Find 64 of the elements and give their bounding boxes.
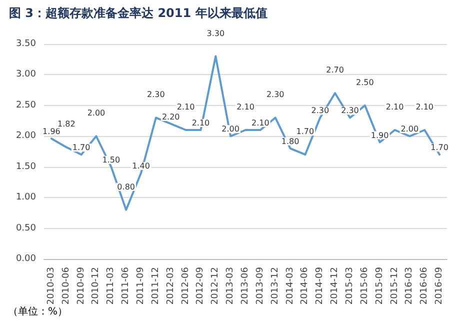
x-tick-label: 2015-03 — [344, 267, 355, 305]
y-tick-label: 0.00 — [16, 254, 36, 264]
y-tick-label: 0.50 — [16, 223, 36, 234]
data-label: 2.30 — [147, 90, 165, 100]
data-label: 2.10 — [416, 102, 434, 112]
x-tick-label: 2012-09 — [196, 266, 206, 305]
y-tick-label: 3.50 — [16, 39, 36, 49]
data-label: 2.70 — [326, 66, 344, 75]
data-label: 2.10 — [176, 102, 195, 112]
data-label: 1.40 — [132, 162, 150, 170]
x-tick-label: 2014-03 — [285, 267, 296, 305]
data-label: 2.30 — [341, 106, 359, 116]
data-label: 1.50 — [102, 155, 120, 164]
data-label: 0.80 — [117, 182, 135, 192]
x-tick-label: 2012-03 — [166, 267, 176, 305]
x-tick-label: 2015-09 — [374, 266, 385, 305]
x-tick-label: 2010-03 — [46, 267, 56, 305]
data-label: 1.80 — [281, 136, 300, 146]
data-label: 1.90 — [370, 130, 389, 140]
data-label: 1.70 — [430, 143, 448, 152]
data-label: 1.96 — [42, 127, 60, 136]
x-tick-label: 2011-03 — [106, 267, 116, 305]
x-tick-label: 2014-09 — [315, 266, 326, 305]
x-tick-label: 2010-06 — [61, 266, 72, 305]
x-tick-label: 2013-03 — [226, 267, 236, 305]
x-tick-label: 2015-12 — [390, 267, 400, 305]
x-tick-label: 2011-12 — [150, 267, 161, 305]
x-tick-label: 2010-12 — [91, 267, 102, 305]
x-tick-label: 2011-06 — [121, 266, 132, 305]
chart-title: 图 3：超额存款准备金率达 2011 年以来最低值 — [9, 6, 268, 20]
x-tick-label: 2014-12 — [330, 267, 340, 305]
y-tick-label: 3.00 — [16, 70, 36, 80]
data-label: 2.50 — [356, 78, 374, 87]
y-tick-label: 2.00 — [16, 131, 36, 142]
data-label: 1.70 — [296, 127, 314, 136]
x-tick-label: 2016-03 — [404, 267, 415, 305]
data-label: 2.00 — [87, 108, 106, 118]
data-label: 1.70 — [72, 143, 90, 152]
x-tick-label: 2012-06 — [180, 266, 191, 305]
data-label: 3.30 — [206, 28, 225, 38]
data-label: 2.20 — [162, 112, 180, 122]
y-tick-label: 1.00 — [16, 192, 36, 203]
text: （单位：%） — [8, 306, 68, 318]
x-tick-label: 2012-12 — [210, 267, 221, 305]
y-tick-label: 2.50 — [16, 100, 36, 110]
data-label: 2.00 — [400, 124, 419, 134]
x-tick-label: 2010-09 — [76, 266, 86, 305]
data-label: 2.00 — [222, 124, 240, 134]
data-label: 1.82 — [57, 120, 76, 129]
data-label: 2.30 — [311, 106, 330, 116]
x-tick-label: 2011-09 — [136, 266, 146, 305]
x-tick-label: 2015-06 — [360, 266, 370, 305]
data-label: 2.30 — [266, 90, 284, 100]
data-label: 2.10 — [252, 118, 270, 128]
data-label: 2.10 — [386, 102, 404, 112]
data-label: 2.10 — [192, 118, 210, 128]
x-tick-label: 2014-06 — [300, 266, 310, 305]
x-tick-label: 2016-09 — [434, 266, 445, 305]
x-tick-label: 2013-06 — [240, 266, 250, 305]
x-tick-label: 2013-12 — [270, 267, 280, 305]
x-tick-label: 2013-09 — [255, 266, 266, 305]
y-tick-label: 1.50 — [16, 162, 36, 172]
data-label: 2.10 — [236, 102, 254, 112]
x-tick-label: 2016-06 — [420, 266, 430, 305]
